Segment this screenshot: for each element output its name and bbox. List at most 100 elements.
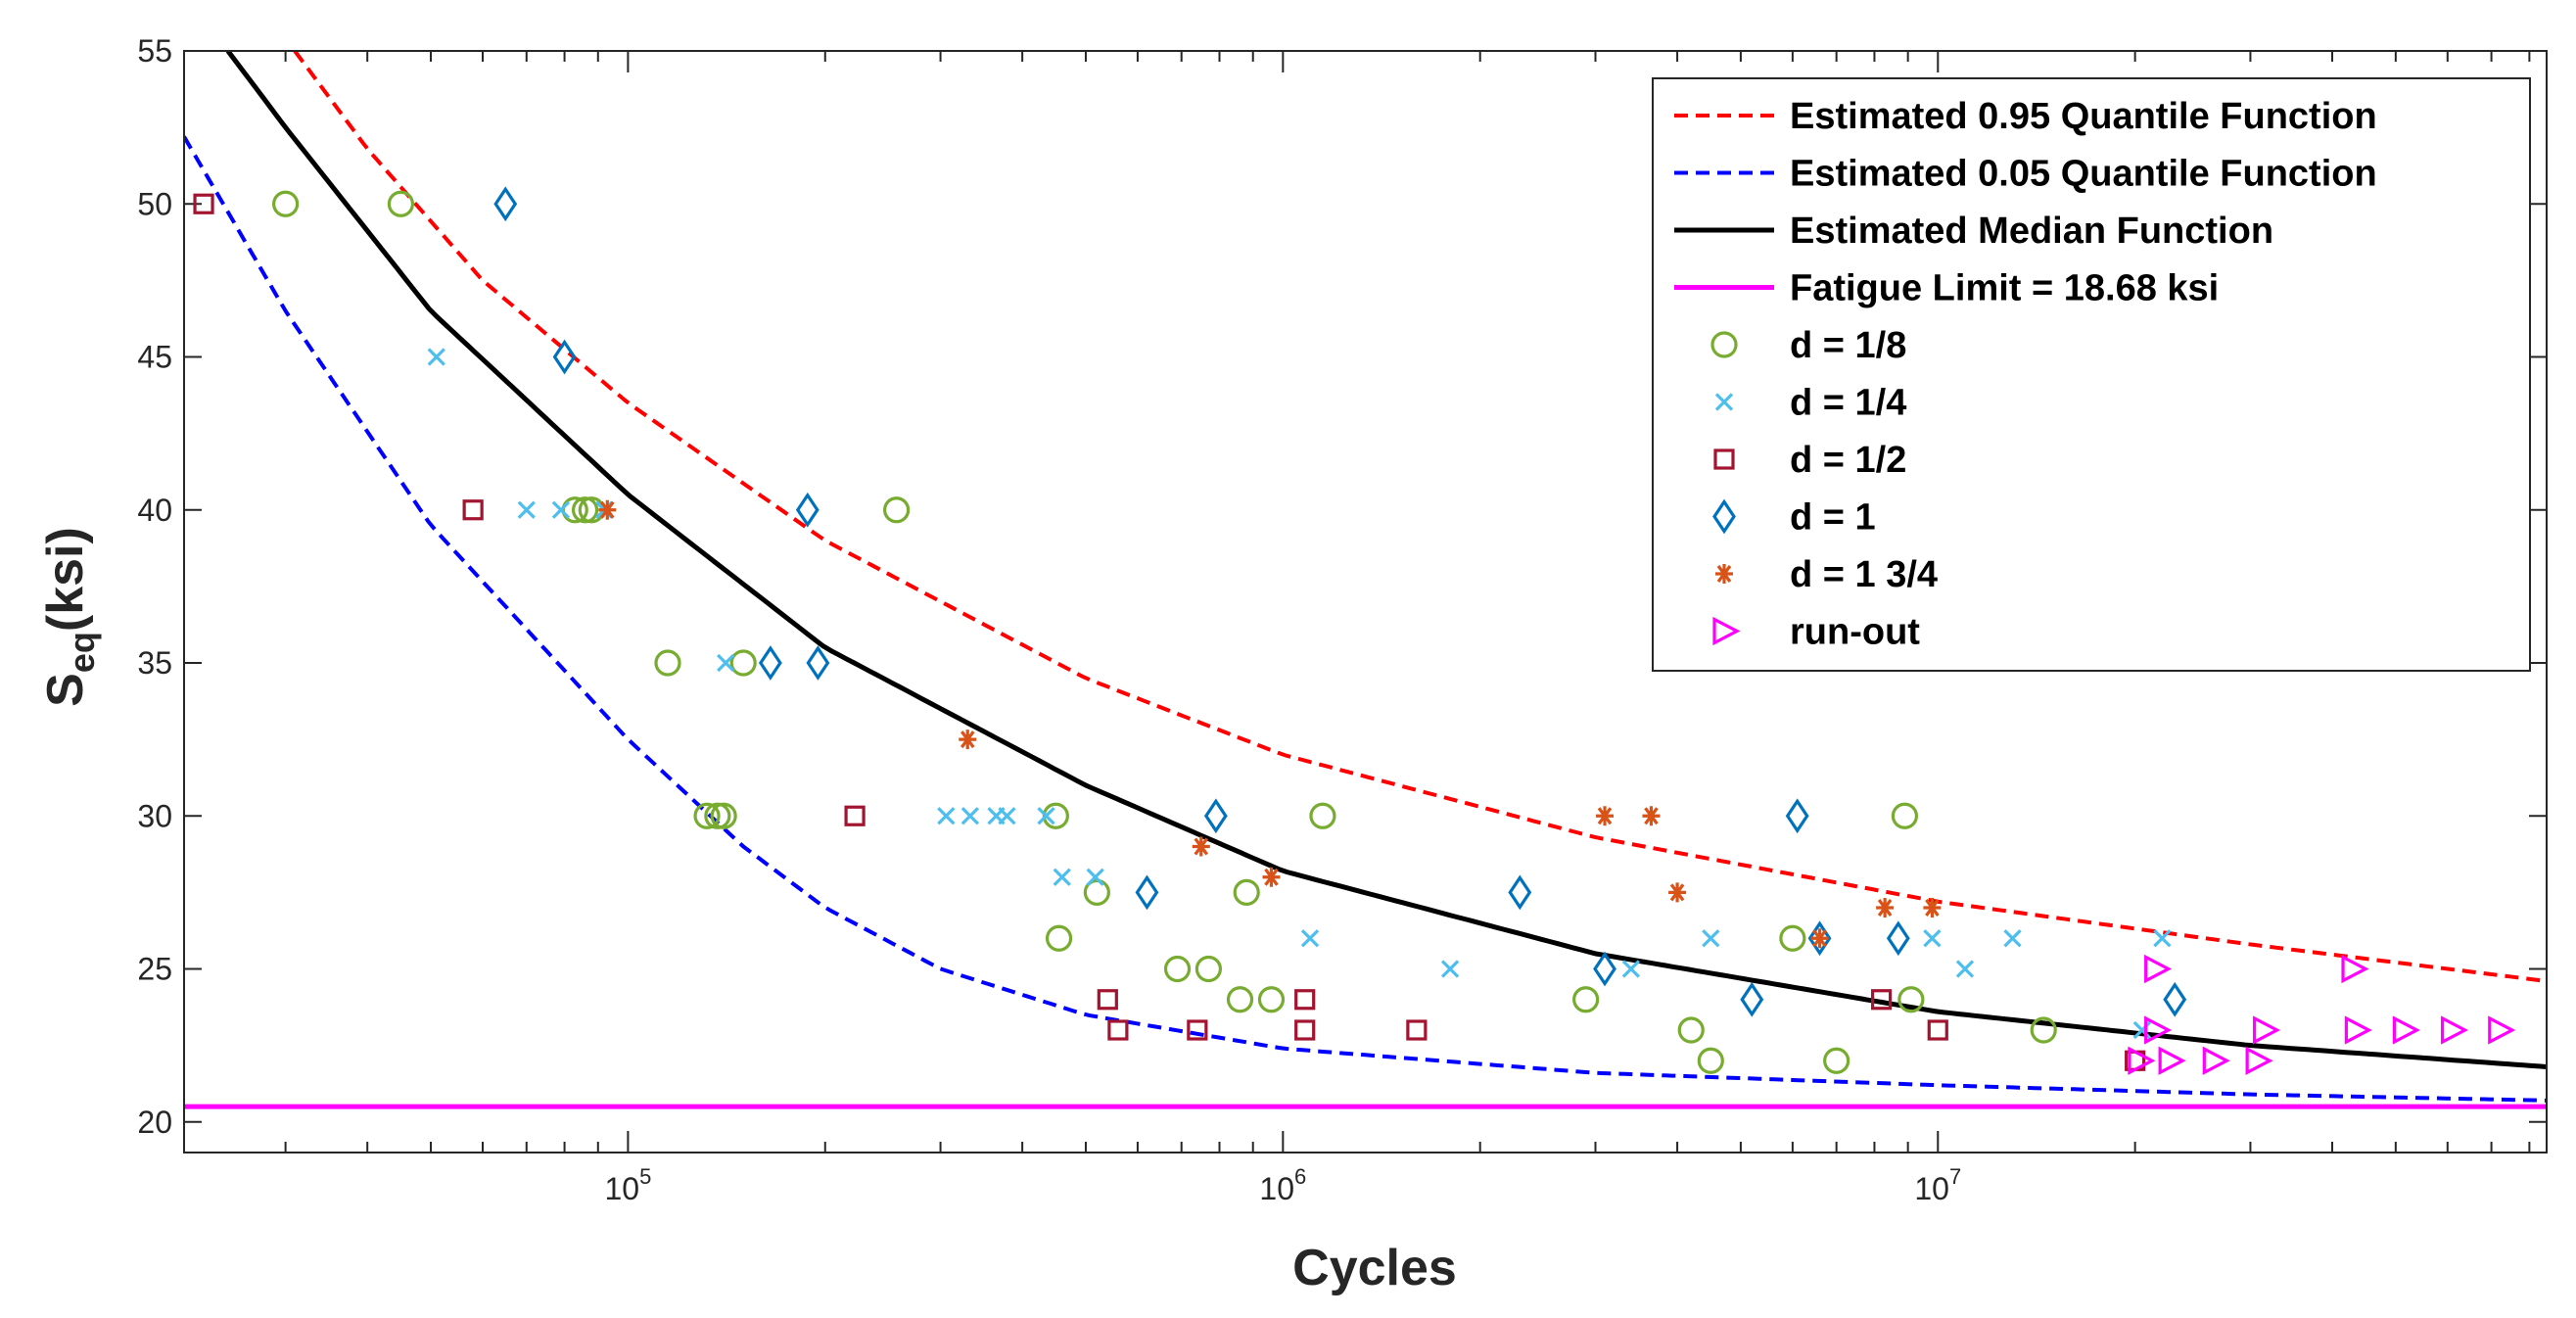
legend-marker-swatch bbox=[1713, 448, 1735, 470]
point-d-1-3-4 bbox=[1596, 806, 1615, 826]
legend-marker-swatch bbox=[1712, 616, 1741, 646]
legend-label: d = 1 3/4 bbox=[1790, 554, 1938, 595]
point-d-1-2 bbox=[1107, 1019, 1129, 1041]
point-d-1-4 bbox=[1300, 929, 1320, 948]
point-d-1-4 bbox=[427, 348, 445, 366]
y-tick-label: 25 bbox=[137, 952, 172, 987]
point-run-out bbox=[2158, 1046, 2186, 1075]
point-d-1-3-4 bbox=[959, 730, 977, 750]
point-d-1 bbox=[1740, 981, 1764, 1017]
point-run-out bbox=[2144, 954, 2173, 984]
point-d-1-8 bbox=[729, 649, 757, 677]
point-d-1 bbox=[795, 492, 820, 528]
point-d-1-2 bbox=[1294, 1019, 1316, 1041]
y-tick-label: 55 bbox=[137, 33, 172, 69]
point-d-1-2 bbox=[1871, 989, 1893, 1011]
point-d-1-3-4 bbox=[1262, 867, 1281, 887]
tick-marks bbox=[184, 50, 2547, 1153]
legend-label: Estimated 0.05 Quantile Function bbox=[1790, 154, 2377, 195]
point-d-1 bbox=[552, 339, 577, 375]
point-d-1-8 bbox=[387, 190, 415, 217]
legend-label: run-out bbox=[1790, 612, 1920, 653]
point-d-1-8 bbox=[2030, 1016, 2057, 1044]
point-d-1-2 bbox=[1294, 989, 1316, 1011]
x-tick-label-exponent: 6 bbox=[1294, 1164, 1306, 1189]
y-axis-title-sub: eq bbox=[62, 632, 102, 673]
point-d-1 bbox=[1508, 874, 1532, 911]
point-d-1-3-4 bbox=[1668, 882, 1687, 903]
x-tick-label: 105 bbox=[604, 1164, 651, 1206]
legend-marker-swatch bbox=[1710, 331, 1738, 358]
point-d-1 bbox=[493, 186, 518, 222]
point-d-1 bbox=[2163, 981, 2187, 1017]
x-axis-title: Cycles bbox=[1292, 1240, 1457, 1296]
point-run-out bbox=[2144, 1015, 2173, 1045]
point-d-1-8 bbox=[1163, 955, 1192, 983]
point-d-1-8 bbox=[1257, 986, 1286, 1013]
point-d-1-4 bbox=[517, 500, 536, 519]
legend-marker-swatch bbox=[1712, 498, 1736, 535]
point-run-out bbox=[2488, 1015, 2516, 1045]
point-d-1-4 bbox=[1053, 868, 1071, 886]
point-d-1-4 bbox=[2153, 929, 2172, 948]
y-tick-label: 30 bbox=[137, 798, 172, 833]
point-d-1-2 bbox=[193, 193, 214, 214]
point-d-1-8 bbox=[571, 496, 599, 524]
x-tick-label: 107 bbox=[1914, 1164, 1961, 1206]
legend-marker-swatch bbox=[1714, 393, 1734, 411]
point-d-1-2 bbox=[1187, 1019, 1208, 1041]
point-run-out bbox=[2128, 1046, 2156, 1075]
point-d-1-4 bbox=[998, 807, 1016, 825]
point-d-1-8 bbox=[1194, 955, 1223, 983]
point-d-1-8 bbox=[1572, 986, 1600, 1013]
point-d-1-8 bbox=[1897, 986, 1925, 1013]
point-d-1-4 bbox=[551, 500, 571, 519]
y-tick-label: 50 bbox=[137, 186, 172, 221]
point-d-1-4 bbox=[1955, 960, 1975, 978]
legend: Estimated 0.95 Quantile Function Estimate… bbox=[1652, 77, 2531, 672]
point-d-1 bbox=[1593, 951, 1616, 987]
point-d-1-4 bbox=[717, 653, 735, 673]
legend-label: d = 1/8 bbox=[1790, 325, 1906, 366]
y-tick-label: 35 bbox=[137, 645, 172, 681]
point-run-out bbox=[2392, 1015, 2420, 1045]
y-tick-label: 40 bbox=[137, 493, 172, 528]
point-d-1-8 bbox=[272, 190, 300, 217]
y-axis-title: Seq(ksi) bbox=[37, 527, 102, 707]
point-d-1-4 bbox=[1440, 960, 1460, 978]
point-d-1-3-4 bbox=[598, 499, 617, 520]
point-d-1 bbox=[806, 645, 830, 681]
point-d-1-4 bbox=[937, 807, 956, 825]
point-d-1-2 bbox=[1406, 1019, 1428, 1041]
point-run-out bbox=[2253, 1015, 2281, 1045]
point-d-1-4 bbox=[960, 807, 980, 825]
point-d-1 bbox=[1785, 798, 1809, 834]
point-d-1-4 bbox=[1923, 929, 1942, 948]
point-d-1-4 bbox=[2003, 929, 2022, 948]
y-axis-title-main: S bbox=[37, 673, 94, 707]
x-tick-label-exponent: 5 bbox=[639, 1164, 651, 1189]
point-d-1-4 bbox=[1702, 929, 1720, 948]
point-d-1-8 bbox=[1233, 878, 1260, 906]
point-d-1-4 bbox=[1621, 960, 1640, 978]
legend-marker-swatch bbox=[1715, 564, 1733, 584]
point-d-1-4 bbox=[1086, 868, 1104, 886]
point-d-1-8 bbox=[1779, 924, 1806, 952]
point-run-out bbox=[2344, 1015, 2372, 1045]
point-d-1-4 bbox=[1037, 807, 1055, 825]
point-d-1-2 bbox=[1927, 1019, 1948, 1041]
plot-area-frame bbox=[183, 50, 2548, 1153]
point-d-1-8 bbox=[654, 649, 681, 677]
point-d-1-2 bbox=[844, 805, 866, 826]
point-d-1-8 bbox=[710, 802, 737, 829]
x-tick-label-base: 10 bbox=[604, 1171, 639, 1206]
point-d-1-8 bbox=[693, 802, 721, 829]
legend-box bbox=[1652, 77, 2531, 672]
point-d-1 bbox=[1886, 920, 1910, 957]
point-d-1-8 bbox=[1823, 1047, 1850, 1074]
point-d-1-2 bbox=[1097, 989, 1118, 1011]
legend-label: Estimated Median Function bbox=[1790, 211, 2273, 252]
point-d-1-8 bbox=[1045, 924, 1073, 952]
